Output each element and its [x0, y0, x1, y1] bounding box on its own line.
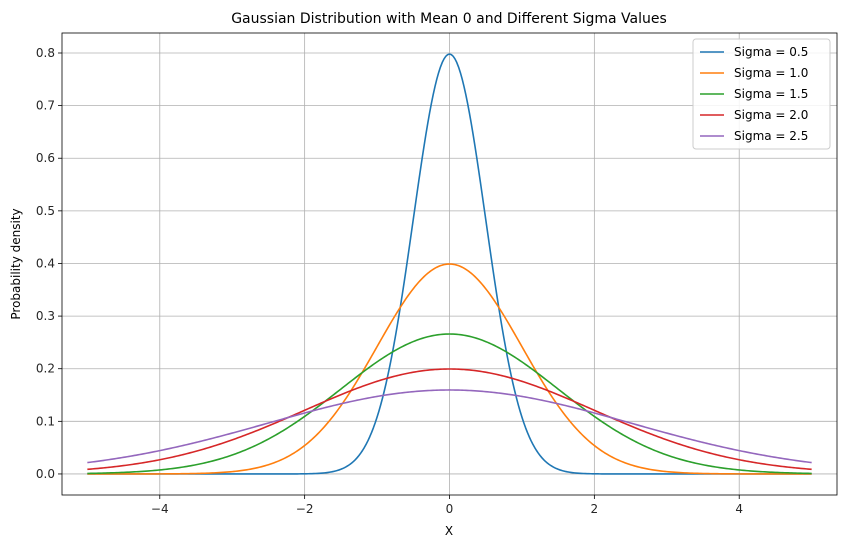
legend-entry-label: Sigma = 1.5 [734, 87, 808, 101]
legend-entry-label: Sigma = 0.5 [734, 45, 808, 59]
y-tick-label: 0.5 [36, 204, 55, 218]
x-tick-label: 0 [446, 502, 454, 516]
legend-box [692, 38, 831, 150]
legend-entry-label: Sigma = 1.0 [734, 66, 808, 80]
tick-layer: −4 −2 0 2 4 0.0 0.1 0.2 0.3 0.4 0.5 0.6 0.7 0.8 [36, 46, 743, 516]
legend-entry-label: Sigma = 2.5 [734, 129, 808, 143]
y-tick-label: 0.1 [36, 414, 55, 428]
chart-title: Gaussian Distribution with Mean 0 and Di… [231, 11, 667, 27]
x-tick-label: 2 [591, 502, 599, 516]
x-axis-label: X [445, 524, 453, 538]
series-layer [87, 53, 812, 475]
x-tick-label: −2 [296, 502, 314, 516]
y-tick-label: 0.0 [36, 467, 55, 481]
series-line [87, 389, 812, 464]
y-axis-label: Probability density [9, 208, 23, 319]
series-line [87, 53, 812, 475]
y-tick-label: 0.7 [36, 99, 55, 113]
x-tick-label: 4 [735, 502, 743, 516]
y-tick-label: 0.2 [36, 362, 55, 376]
y-tick-label: 0.8 [36, 46, 55, 60]
series-line [87, 333, 812, 475]
y-tick-label: 0.6 [36, 151, 55, 165]
series-line [87, 368, 812, 471]
legend: Sigma = 0.5 Sigma = 1.0 Sigma = 1.5 Sigma =… [692, 38, 831, 150]
series-line [87, 263, 812, 475]
legend-entry-label: Sigma = 2.0 [734, 108, 808, 122]
x-tick-label: −4 [151, 502, 169, 516]
y-tick-label: 0.3 [36, 309, 55, 323]
y-tick-label: 0.4 [36, 256, 55, 270]
